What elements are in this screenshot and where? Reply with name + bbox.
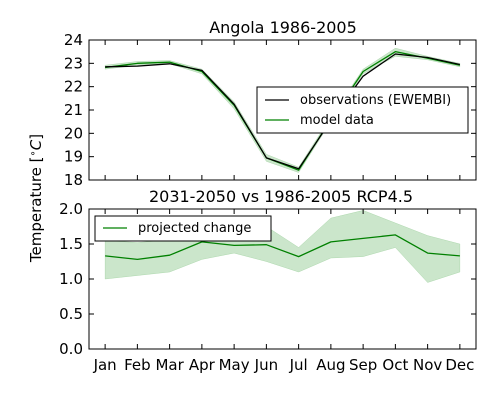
x-tick-label-sep: Sep xyxy=(349,356,377,374)
bottom-panel: 2031-2050 vs 1986-2005 RCP4.5 0.0 0.5 1.0 1… xyxy=(59,187,477,358)
legend-label-observations: observations (EWEMBI) xyxy=(300,93,451,108)
top-legend-box xyxy=(256,86,469,134)
bottom-y-tick-label-0: 0.0 xyxy=(59,340,83,358)
bottom-y-ticks: 0.0 0.5 1.0 1.5 2.0 xyxy=(59,200,476,358)
x-tick-label-may: May xyxy=(219,356,250,374)
x-tick-label-dec: Dec xyxy=(445,356,474,374)
x-tick-label-oct: Oct xyxy=(382,356,408,374)
x-tick-label-nov: Nov xyxy=(413,356,442,374)
top-panel: Angola 1986-2005 18 19 20 21 22 23 24 observat… xyxy=(64,18,477,189)
top-y-tick-label-4: 22 xyxy=(64,78,83,96)
bottom-y-tick-label-1: 0.5 xyxy=(59,305,83,323)
x-tick-label-apr: Apr xyxy=(189,356,216,374)
x-tick-label-jul: Jul xyxy=(289,356,308,374)
top-y-tick-label-5: 23 xyxy=(64,54,83,72)
top-x-ticks xyxy=(104,40,461,180)
x-tick-label-jun: Jun xyxy=(254,356,278,374)
bottom-panel-title: 2031-2050 vs 1986-2005 RCP4.5 xyxy=(149,187,413,206)
x-tick-label-mar: Mar xyxy=(155,356,184,374)
top-line-series-0 xyxy=(105,53,461,170)
legend-label-model-data: model data xyxy=(300,113,374,128)
top-y-ticks: 18 19 20 21 22 23 24 xyxy=(64,31,476,189)
top-panel-title: Angola 1986-2005 xyxy=(209,18,357,37)
x-tick-label-jan: Jan xyxy=(93,356,117,374)
bottom-y-tick-label-4: 2.0 xyxy=(59,200,83,218)
top-y-tick-label-0: 18 xyxy=(64,171,83,189)
bottom-series-lines xyxy=(105,234,460,261)
top-y-tick-label-2: 20 xyxy=(64,124,83,142)
bottom-y-tick-label-2: 1.0 xyxy=(59,270,83,288)
top-series-lines xyxy=(105,51,461,171)
bottom-x-ticks xyxy=(104,209,461,349)
bottom-y-tick-label-3: 1.5 xyxy=(59,235,83,253)
top-model-band xyxy=(104,47,461,173)
x-tick-label-feb: Feb xyxy=(124,356,151,374)
y-axis-label: Temperature [∘C] xyxy=(27,134,45,263)
top-y-tick-label-3: 21 xyxy=(64,101,83,119)
x-tick-labels: Jan Feb Mar Apr May Jun Jul Aug Sep Oct Nov Dec xyxy=(93,356,475,374)
x-tick-label-aug: Aug xyxy=(316,356,345,374)
top-line-series-1 xyxy=(105,51,461,171)
legend-label-projected-change: projected change xyxy=(138,221,251,236)
top-band-series-1 xyxy=(104,47,461,173)
bottom-line-series-0 xyxy=(105,234,460,261)
top-y-tick-label-6: 24 xyxy=(64,31,83,49)
bottom-legend: projected change xyxy=(94,215,272,242)
top-y-tick-label-1: 19 xyxy=(64,148,83,166)
top-legend: observations (EWEMBI) model data xyxy=(256,86,469,134)
